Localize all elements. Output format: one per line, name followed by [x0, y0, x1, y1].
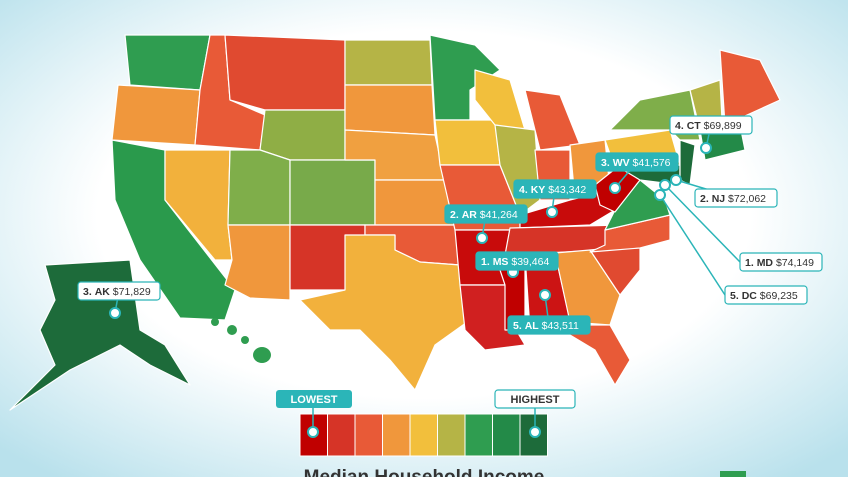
- callout: 2. NJ $72,062: [670, 174, 778, 208]
- callout-state: WV: [613, 157, 630, 169]
- callout-text: 2. AR $41,264: [450, 209, 518, 221]
- callout-rank: 4.: [675, 120, 684, 132]
- callout-state: CT: [687, 120, 702, 132]
- legend-high-box: [494, 389, 576, 409]
- legend-swatch: [492, 413, 521, 457]
- callout-pin: [546, 206, 558, 218]
- callout: 1. MS $39,464: [475, 251, 559, 278]
- callout-value: $41,264: [480, 209, 518, 221]
- callout-box: [694, 188, 778, 208]
- callout-box: [507, 315, 591, 335]
- callout-value: $43,342: [548, 184, 586, 196]
- legend-swatch: [464, 413, 493, 457]
- callout-state: DC: [742, 290, 758, 302]
- callout-value: $41,576: [633, 157, 671, 169]
- callout: 1. MD $74,149: [659, 179, 823, 272]
- callout: 5. DC $69,235: [654, 189, 808, 305]
- callout-rank: 1.: [481, 256, 490, 268]
- legend-swatch: [409, 413, 438, 457]
- legend-swatch: [327, 413, 356, 457]
- callout: 4. KY $43,342: [513, 179, 597, 218]
- callout-value: $43,511: [542, 320, 579, 332]
- callout-box: [595, 152, 679, 172]
- legend-low-box: [276, 390, 352, 408]
- callout-state: NJ: [712, 193, 726, 205]
- callout: 5. AL $43,511: [507, 289, 591, 335]
- callout-state: MS: [493, 256, 509, 268]
- legend-low: LOWEST: [290, 394, 337, 406]
- title: Median Household Income: [304, 467, 545, 477]
- callout-pin: [539, 289, 551, 301]
- callout-state: KY: [531, 184, 546, 196]
- callout-text: 5. DC $69,235: [730, 290, 798, 302]
- callout-text: 2. NJ $72,062: [700, 193, 766, 205]
- callout-value: $69,899: [704, 120, 742, 132]
- callout-rank: 5.: [513, 320, 522, 332]
- callout-pin: [109, 307, 121, 319]
- logo-mark: [720, 471, 746, 477]
- legend-high: HIGHEST: [511, 394, 560, 406]
- callout-text: 4. CT $69,899: [675, 120, 742, 132]
- callout-pin: [700, 142, 712, 154]
- legend-swatch: [354, 413, 383, 457]
- callout-value: $71,829: [113, 286, 151, 298]
- callout-box: [724, 285, 808, 305]
- callout-box: [669, 115, 753, 135]
- callout-rank: 2.: [700, 193, 709, 205]
- callout: 4. CT $69,899: [669, 115, 753, 154]
- callout-box: [77, 281, 161, 301]
- callout-rank: 1.: [745, 257, 754, 269]
- legend-swatch: [437, 413, 466, 457]
- callout-rank: 5.: [730, 290, 739, 302]
- callout-box: [444, 204, 528, 224]
- callout-value: $74,149: [776, 257, 814, 269]
- callout-pin: [609, 182, 621, 194]
- callout-box: [475, 251, 559, 271]
- legend-pin: [307, 426, 319, 438]
- callout: 2. AR $41,264: [444, 204, 528, 244]
- callout-value: $72,062: [728, 193, 766, 205]
- legend: LOWEST HIGHEST: [276, 389, 576, 457]
- callout-rank: 3.: [601, 157, 610, 169]
- callout-box: [739, 252, 823, 272]
- callout-pin: [476, 232, 488, 244]
- callout-text: 1. MS $39,464: [481, 256, 549, 268]
- callout-pin: [654, 189, 666, 201]
- callout-line: [664, 184, 741, 263]
- legend-pin: [529, 426, 541, 438]
- callout-text: 3. WV $41,576: [601, 157, 671, 169]
- callout-pin: [659, 179, 671, 191]
- callout-value: $39,464: [511, 256, 549, 268]
- callout-text: 4. KY $43,342: [519, 184, 586, 196]
- callout-state: MD: [757, 257, 774, 269]
- callout-text: 3. AK $71,829: [83, 286, 151, 298]
- callouts: 3. AK $71,829 2. AR $41,264 4. KY $43,34…: [77, 115, 823, 335]
- callout-text: 1. MD $74,149: [745, 257, 814, 269]
- callout-line: [659, 194, 726, 296]
- callout-text: 5. AL $43,511: [513, 320, 579, 332]
- legend-swatch: [382, 413, 411, 457]
- callout-rank: 4.: [519, 184, 528, 196]
- callout-pin: [670, 174, 682, 186]
- callout: 3. AK $71,829: [77, 281, 161, 319]
- callout-value: $69,235: [760, 290, 798, 302]
- callout-rank: 3.: [83, 286, 92, 298]
- callout-state: AR: [462, 209, 478, 221]
- callout: 3. WV $41,576: [595, 152, 679, 194]
- callout-state: AL: [525, 320, 540, 332]
- callout-state: AK: [95, 286, 111, 298]
- callout-rank: 2.: [450, 209, 459, 221]
- callout-box: [513, 179, 597, 199]
